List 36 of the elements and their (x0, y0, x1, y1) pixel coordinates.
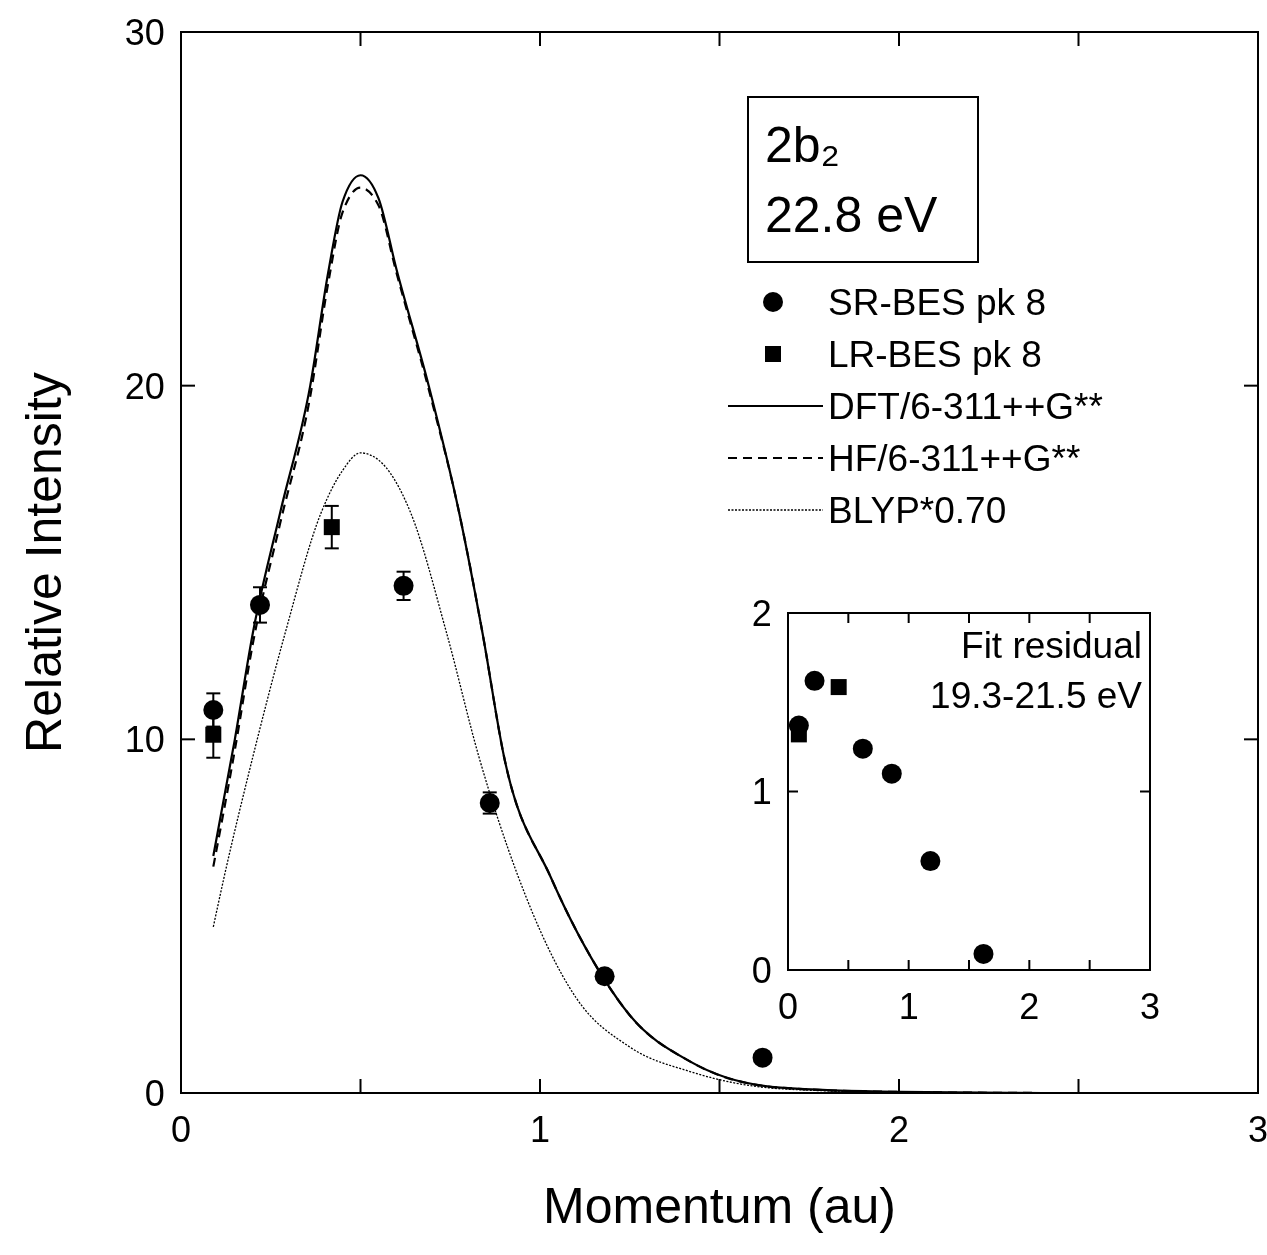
point (323, 519, 340, 536)
y-tick-label: 2 (751, 592, 772, 634)
annotation: Fit residual (961, 625, 1142, 666)
y-tick-label: 10 (124, 719, 165, 761)
annotation: 19.3-21.5 eV (930, 675, 1143, 716)
annotation: 22.8 eV (765, 187, 939, 243)
legend-label: BLYP*0.70 (828, 490, 1007, 532)
point (752, 1047, 773, 1068)
point (852, 738, 873, 759)
point (830, 679, 847, 696)
x-tick-label: 1 (529, 1108, 551, 1150)
x-axis-title: Momentum (au) (543, 1178, 896, 1234)
x-tick-label: 1 (898, 985, 919, 1027)
legend-label: DFT/6-311++G** (828, 386, 1103, 428)
legend-label: SR-BES pk 8 (828, 282, 1046, 324)
point (205, 726, 222, 743)
legend-label: HF/6-311++G** (828, 438, 1081, 480)
x-tick-label: 2 (888, 1108, 910, 1150)
x-tick-label: 0 (170, 1108, 192, 1150)
y-tick-label: 1 (751, 771, 772, 813)
point (881, 763, 902, 784)
point (804, 670, 825, 691)
x-tick-label: 0 (777, 985, 799, 1027)
x-tick-label: 3 (1139, 985, 1161, 1027)
annotation: 2b₂ (765, 117, 841, 173)
y-tick-label: 0 (144, 1072, 165, 1114)
y-tick-label: 30 (124, 11, 165, 53)
point (920, 851, 941, 872)
x-tick-label: 2 (1019, 985, 1040, 1027)
point (393, 575, 414, 596)
point (973, 943, 994, 964)
y-axis-title: Relative Intensity (16, 372, 72, 753)
y-tick-label: 0 (751, 949, 772, 991)
y-tick-label: 20 (124, 365, 165, 407)
x-tick-label: 3 (1247, 1108, 1267, 1150)
legend-label: LR-BES pk 8 (828, 334, 1042, 376)
